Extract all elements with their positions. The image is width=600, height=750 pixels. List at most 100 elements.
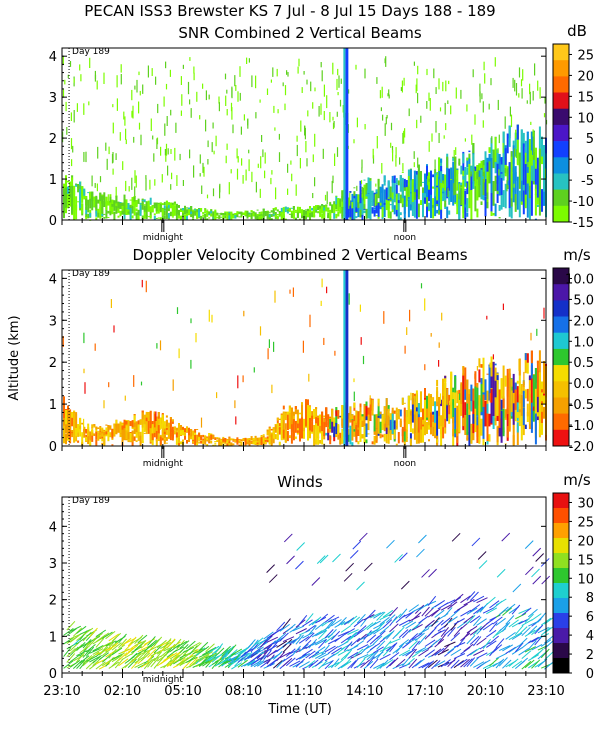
wind-barb bbox=[528, 654, 539, 662]
clutter-mark bbox=[399, 157, 401, 165]
wind-barb bbox=[224, 652, 236, 660]
echo-mark bbox=[149, 197, 152, 205]
echo-mark bbox=[83, 432, 86, 438]
wind-barb bbox=[456, 637, 466, 648]
clutter-mark bbox=[165, 143, 168, 156]
echo-mark bbox=[232, 217, 235, 219]
wind-barb bbox=[421, 569, 430, 578]
clutter-mark bbox=[431, 133, 433, 142]
echo-mark bbox=[282, 207, 285, 213]
clutter-mark bbox=[509, 106, 511, 117]
clutter-mark bbox=[152, 135, 154, 140]
echo-mark bbox=[361, 414, 364, 426]
wind-barb bbox=[405, 657, 415, 667]
wind-barb bbox=[469, 635, 480, 645]
wind-barb bbox=[369, 620, 381, 628]
echo-mark bbox=[397, 409, 400, 420]
echo-mark bbox=[184, 428, 186, 437]
clutter-mark bbox=[153, 153, 155, 162]
echo-mark bbox=[268, 216, 271, 219]
echo-mark bbox=[141, 200, 144, 202]
clutter-mark bbox=[70, 112, 72, 121]
echo-mark bbox=[163, 421, 166, 423]
echo-mark bbox=[528, 139, 531, 186]
wind-barb bbox=[231, 662, 242, 670]
echo-mark bbox=[534, 167, 537, 185]
echo-mark bbox=[202, 213, 205, 215]
clutter-mark bbox=[408, 108, 410, 117]
echo-mark bbox=[103, 431, 106, 436]
echo-mark bbox=[230, 212, 233, 216]
wind-barb bbox=[414, 632, 425, 642]
clutter-mark bbox=[530, 332, 532, 341]
echo-mark bbox=[438, 157, 441, 184]
echo-mark bbox=[81, 422, 84, 425]
echo-mark bbox=[424, 388, 426, 410]
wind-barb bbox=[63, 660, 74, 669]
wind-barb bbox=[111, 653, 123, 661]
echo-mark bbox=[240, 211, 243, 216]
clutter-mark bbox=[415, 84, 417, 94]
echo-mark bbox=[329, 202, 332, 206]
echo-mark bbox=[389, 430, 392, 441]
echo-mark bbox=[290, 418, 293, 444]
clutter-mark bbox=[228, 182, 230, 195]
echo-mark bbox=[440, 158, 443, 163]
echo-mark bbox=[260, 436, 263, 444]
clutter-mark bbox=[232, 124, 234, 134]
echo-mark bbox=[262, 208, 265, 213]
wind-barb bbox=[531, 613, 542, 621]
clutter-mark bbox=[175, 122, 177, 133]
wind-barb bbox=[163, 653, 174, 662]
echo-mark bbox=[161, 203, 164, 205]
clutter-mark bbox=[243, 114, 245, 121]
echo-mark bbox=[428, 439, 430, 442]
spike-edge bbox=[343, 48, 346, 220]
echo-mark bbox=[299, 208, 301, 214]
clutter-mark bbox=[112, 152, 114, 163]
echo-mark bbox=[349, 406, 352, 420]
echo-mark bbox=[222, 215, 225, 218]
echo-mark bbox=[246, 212, 249, 219]
clutter-mark bbox=[424, 364, 426, 371]
echo-mark bbox=[466, 157, 469, 161]
echo-mark bbox=[167, 422, 170, 427]
wind-barb bbox=[298, 661, 310, 669]
echo-mark bbox=[341, 207, 344, 219]
wind-barb bbox=[512, 583, 522, 593]
echo-mark bbox=[268, 426, 271, 428]
echo-mark bbox=[220, 440, 223, 442]
echo-mark bbox=[405, 429, 408, 442]
clutter-mark bbox=[504, 168, 506, 174]
wind-barb bbox=[498, 645, 511, 652]
clutter-mark bbox=[498, 169, 500, 176]
echo-mark bbox=[226, 439, 229, 444]
echo-mark bbox=[375, 428, 378, 441]
echo-mark bbox=[446, 167, 449, 188]
echo-mark bbox=[97, 432, 100, 434]
echo-mark bbox=[97, 199, 100, 204]
wind-barb bbox=[353, 629, 365, 638]
echo-mark bbox=[442, 197, 445, 199]
echo-mark bbox=[75, 183, 78, 185]
clutter-mark bbox=[203, 166, 205, 177]
echo-mark bbox=[278, 441, 281, 444]
echo-mark bbox=[292, 411, 295, 422]
echo-mark bbox=[341, 428, 344, 444]
echo-mark bbox=[63, 200, 65, 219]
y-tick-label: 2 bbox=[49, 132, 57, 147]
clutter-mark bbox=[533, 406, 535, 411]
clutter-mark bbox=[483, 61, 485, 71]
wind-barb bbox=[531, 626, 541, 636]
clutter-mark bbox=[67, 74, 69, 79]
echo-mark bbox=[361, 414, 364, 417]
echo-mark bbox=[188, 435, 190, 442]
echo-mark bbox=[296, 211, 299, 218]
clutter-mark bbox=[331, 180, 333, 194]
wind-barb bbox=[302, 639, 312, 650]
wind-barb bbox=[382, 647, 392, 657]
clutter-mark bbox=[171, 172, 173, 180]
echo-mark bbox=[387, 197, 390, 199]
clutter-mark bbox=[360, 180, 363, 184]
echo-mark bbox=[149, 206, 152, 212]
